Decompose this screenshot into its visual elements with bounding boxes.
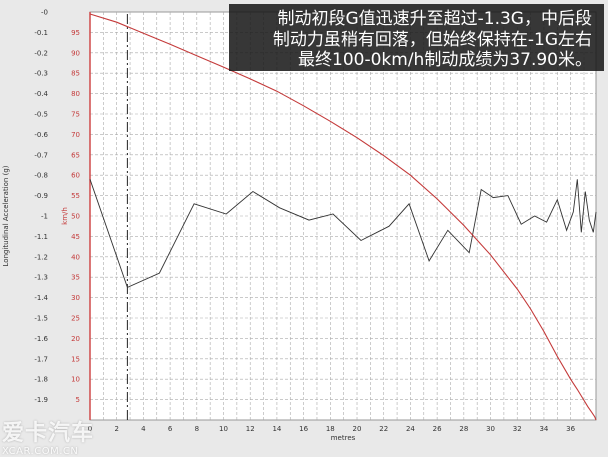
x-tick-label: 34 — [539, 425, 548, 433]
watermark-url: XCAR.COM.CN — [2, 446, 79, 457]
caption-line-1: 制动初段G值迅速升至超过-1.3G，中后段 — [277, 9, 592, 29]
right-tick-label: 35 — [71, 274, 80, 282]
x-tick-label: 18 — [326, 425, 335, 433]
right-tick-label: 10 — [71, 376, 80, 384]
left-tick-label: -1.2 — [34, 253, 48, 261]
right-tick-label: 30 — [71, 294, 80, 302]
right-tick-label: 55 — [71, 192, 80, 200]
x-tick-label: 24 — [406, 425, 415, 433]
right-tick-label: 70 — [71, 131, 80, 139]
right-tick-label: 45 — [71, 233, 80, 241]
caption-line-3: 最终100-0km/h制动成绩为37.90米。 — [298, 50, 592, 70]
watermark-logo: 爱卡汽车 — [2, 421, 95, 446]
x-tick-label: 10 — [219, 425, 228, 433]
right-tick-label: 65 — [71, 151, 80, 159]
speed-series-line — [89, 13, 597, 421]
right-tick-label: 90 — [71, 49, 80, 57]
left-tick-label: -0.5 — [34, 111, 48, 119]
left-tick-label: -0.6 — [34, 131, 48, 139]
right-axis-ticks: 95 90 85 80 75 70 65 60 55 50 45 40 35 30 25 20 15 10 5 — [71, 29, 80, 404]
right-tick-label: 60 — [71, 172, 80, 180]
left-tick-label: -0.8 — [34, 172, 48, 180]
x-tick-label: 36 — [566, 425, 575, 433]
right-tick-label: 15 — [71, 355, 80, 363]
right-axis-label: km/h — [61, 207, 69, 225]
x-tick-label: 28 — [459, 425, 468, 433]
left-tick-label: -0.1 — [34, 29, 48, 37]
left-axis-label: Longitudinal Acceleration (g) — [2, 165, 10, 266]
right-tick-label: 80 — [71, 90, 80, 98]
acceleration-series-line — [89, 179, 597, 289]
left-tick-label: -1 — [41, 213, 48, 221]
x-tick-label: 4 — [141, 425, 146, 433]
x-tick-label: 32 — [513, 425, 522, 433]
x-axis-ticks: 0 2 4 6 8 10 12 14 16 18 20 22 24 26 28 30 32 34 36 — [88, 425, 576, 433]
grid-lines — [90, 12, 596, 420]
left-tick-label: -0.2 — [34, 49, 48, 57]
left-tick-label: -1.7 — [34, 355, 48, 363]
x-tick-label: 26 — [433, 425, 442, 433]
right-tick-label: 40 — [71, 253, 80, 261]
x-tick-label: 0 — [88, 425, 92, 433]
x-tick-label: 8 — [195, 425, 199, 433]
left-tick-label: -1.5 — [34, 315, 48, 323]
x-tick-label: 2 — [114, 425, 118, 433]
x-tick-label: 12 — [246, 425, 255, 433]
left-tick-label: -1.4 — [34, 294, 48, 302]
x-tick-label: 6 — [168, 425, 173, 433]
right-tick-label: 75 — [71, 111, 80, 119]
left-tick-label: -1.1 — [34, 233, 48, 241]
left-tick-label: -1.8 — [34, 376, 48, 384]
watermark: 爱卡汽车 XCAR.COM.CN — [2, 422, 94, 457]
left-tick-label: -1.3 — [34, 274, 48, 282]
right-tick-label: 25 — [71, 315, 80, 323]
left-tick-label: -0.4 — [34, 90, 48, 98]
x-tick-label: 14 — [272, 425, 281, 433]
left-axis-ticks: -0 -0.1 -0.2 -0.3 -0.4 -0.5 -0.6 -0.7 -0.8 -0.9 -1… — [34, 9, 48, 405]
x-tick-label: 22 — [379, 425, 388, 433]
right-tick-label: 20 — [71, 335, 80, 343]
x-tick-label: 30 — [486, 425, 495, 433]
left-tick-label: -0.7 — [34, 151, 48, 159]
left-tick-label: -1.9 — [34, 396, 48, 404]
x-tick-label: 20 — [353, 425, 362, 433]
right-tick-label: 50 — [71, 213, 80, 221]
left-tick-label: -0.9 — [34, 192, 48, 200]
right-tick-label: 85 — [71, 70, 80, 78]
left-tick-label: -1.6 — [34, 335, 48, 343]
x-axis-label: metres — [331, 434, 356, 442]
caption-box: 制动初段G值迅速升至超过-1.3G，中后段 制动力虽稍有回落，但始终保持在-1G… — [229, 4, 604, 71]
right-tick-label: 5 — [76, 396, 80, 404]
x-tick-label: 16 — [299, 425, 308, 433]
left-tick-label: -0.3 — [34, 70, 48, 78]
left-tick-label: -0 — [41, 9, 48, 17]
right-tick-label: 95 — [71, 29, 80, 37]
caption-line-2: 制动力虽稍有回落，但始终保持在-1G左右 — [272, 29, 592, 50]
